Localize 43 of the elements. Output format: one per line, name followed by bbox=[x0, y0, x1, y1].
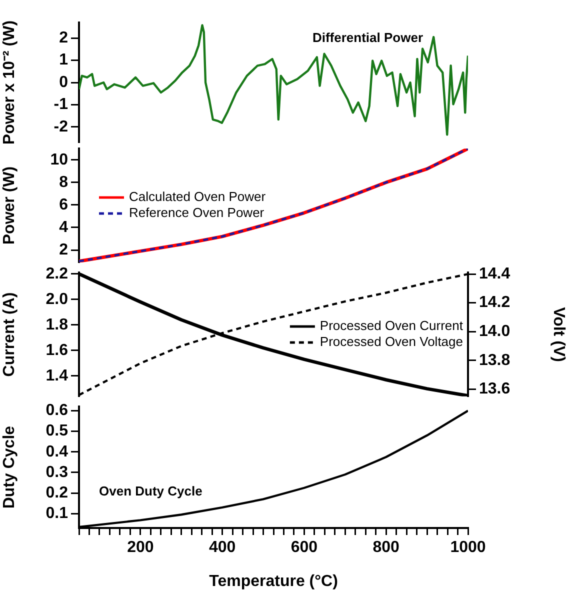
y-tick-label: 4 bbox=[59, 218, 68, 236]
x-axis-title: Temperature (°C) bbox=[209, 572, 338, 590]
y-tick-label: 0.5 bbox=[46, 422, 68, 440]
y-tick-label: 0.3 bbox=[46, 464, 68, 481]
y-axis-title: Power x 10⁻² (W) bbox=[1, 20, 18, 145]
y2-tick-label: 13.6 bbox=[479, 380, 510, 398]
legend-label: Processed Oven Current bbox=[320, 318, 464, 334]
legend-label: Processed Oven Voltage bbox=[320, 334, 464, 350]
x-tick-label: 600 bbox=[290, 539, 318, 556]
y-tick-label: 1.6 bbox=[46, 342, 68, 359]
legend-label: Calculated Oven Power bbox=[129, 189, 266, 204]
x-tick-label: 200 bbox=[127, 539, 154, 556]
y-axis-title: Current (A) bbox=[1, 292, 18, 377]
y-tick-label: 0.6 bbox=[46, 402, 68, 420]
y2-tick-label: 14.0 bbox=[479, 323, 510, 340]
y-tick-label: 0.1 bbox=[46, 505, 68, 522]
series-label: Differential Power bbox=[312, 30, 424, 46]
y-tick-label: 2 bbox=[59, 241, 68, 258]
y2-tick-label: 14.4 bbox=[479, 265, 510, 282]
y2-tick-label: 14.2 bbox=[479, 294, 510, 312]
x-tick-label: 1000 bbox=[450, 539, 486, 556]
x-tick-label: 400 bbox=[208, 539, 236, 556]
legend-label: Reference Oven Power bbox=[129, 205, 265, 220]
y-tick-label: 1.8 bbox=[46, 316, 68, 334]
y-tick-label: 1.4 bbox=[46, 367, 68, 384]
y-tick-label: 1 bbox=[59, 52, 68, 69]
y2-axis-title: Volt (V) bbox=[550, 307, 567, 362]
y-axis-title: Duty Cycle bbox=[1, 426, 18, 509]
y-tick-label: 6 bbox=[59, 196, 68, 214]
y-tick-label: 2.2 bbox=[46, 265, 68, 282]
y-tick-label: -2 bbox=[54, 118, 68, 136]
y-tick-label: 10 bbox=[50, 151, 68, 168]
y-tick-label: 2.0 bbox=[46, 290, 68, 308]
y-tick-label: -1 bbox=[54, 96, 68, 114]
y-tick-label: 0 bbox=[59, 74, 68, 91]
y2-tick-label: 13.8 bbox=[479, 352, 510, 369]
y-axis-title: Power (W) bbox=[1, 166, 18, 245]
y-tick-label: 8 bbox=[59, 174, 68, 191]
x-tick-label: 800 bbox=[372, 539, 400, 556]
y-tick-label: 0.2 bbox=[46, 484, 68, 502]
y-tick-label: 0.4 bbox=[46, 443, 68, 460]
series-label: Oven Duty Cycle bbox=[99, 484, 202, 499]
y-tick-label: 2 bbox=[59, 30, 68, 47]
